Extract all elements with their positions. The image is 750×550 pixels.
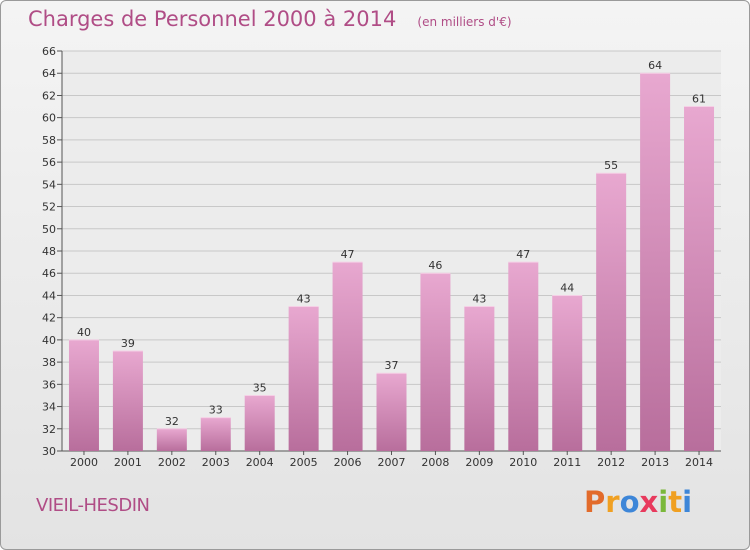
y-tick-label: 40 <box>42 334 56 347</box>
x-tick-label: 2003 <box>202 456 230 469</box>
logo-letter: x <box>639 485 659 519</box>
chart-title: Charges de Personnel 2000 à 2014 <box>28 7 397 31</box>
y-tick-label: 58 <box>42 134 56 147</box>
y-tick-label: 60 <box>42 112 56 125</box>
bar <box>156 428 187 451</box>
y-tick-label: 52 <box>42 201 56 214</box>
x-tick-label: 2009 <box>465 456 493 469</box>
data-label: 61 <box>692 93 706 106</box>
labels: 30 32 34 36 38 40 42 44 46 48 50 52 54 56 58 60 62 64 66 40… <box>42 45 713 469</box>
y-tick-label: 32 <box>42 423 56 436</box>
bar <box>68 339 99 451</box>
logo-letter: r <box>605 485 620 519</box>
data-label: 40 <box>77 326 91 339</box>
data-label: 32 <box>165 415 179 428</box>
data-label: 47 <box>341 248 355 261</box>
data-label: 39 <box>121 337 135 350</box>
bar <box>684 106 715 452</box>
x-tick-label: 2012 <box>597 456 625 469</box>
x-tick-label: 2008 <box>421 456 449 469</box>
logo-letter: i <box>682 485 693 519</box>
x-tick-label: 2000 <box>70 456 98 469</box>
y-tick-label: 36 <box>42 378 56 391</box>
bar <box>112 351 143 451</box>
bar <box>596 173 627 451</box>
data-label: 46 <box>428 259 442 272</box>
x-tick-label: 2002 <box>158 456 186 469</box>
data-label: 64 <box>648 59 662 72</box>
logo-letter: o <box>619 485 640 519</box>
y-tick-label: 38 <box>42 356 56 369</box>
x-tick-label: 2001 <box>114 456 142 469</box>
x-tick-label: 2006 <box>334 456 362 469</box>
data-label: 55 <box>604 159 618 172</box>
y-tick-label: 44 <box>42 289 56 302</box>
title-row: Charges de Personnel 2000 à 2014 (en mil… <box>28 7 512 31</box>
data-label: 35 <box>253 381 267 394</box>
logo-letter: i <box>658 485 669 519</box>
bar <box>464 306 495 451</box>
y-tick-label: 54 <box>42 178 56 191</box>
bar <box>332 262 363 451</box>
bar <box>640 73 671 451</box>
bar <box>552 295 583 451</box>
logo-letter: t <box>668 485 683 519</box>
y-tick-label: 30 <box>42 445 56 458</box>
location-label: VIEIL-HESDIN <box>36 495 150 516</box>
data-label: 44 <box>560 281 574 294</box>
y-tick-label: 62 <box>42 89 56 102</box>
bars <box>68 72 715 452</box>
bar <box>420 273 451 451</box>
x-tick-label: 2013 <box>641 456 669 469</box>
x-tick-label: 2010 <box>509 456 537 469</box>
data-label: 47 <box>516 248 530 261</box>
x-tick-label: 2007 <box>378 456 406 469</box>
x-tick-label: 2011 <box>553 456 581 469</box>
y-tick-label: 66 <box>42 45 56 58</box>
data-label: 33 <box>209 404 223 417</box>
chart-subtitle: (en milliers d'€) <box>417 15 512 29</box>
data-label: 37 <box>385 359 399 372</box>
y-tick-label: 64 <box>42 67 56 80</box>
x-tick-label: 2005 <box>290 456 318 469</box>
bar <box>200 417 231 451</box>
y-tick-label: 34 <box>42 401 56 414</box>
y-tick-label: 46 <box>42 267 56 280</box>
x-tick-label: 2014 <box>685 456 713 469</box>
logo-letter: P <box>584 485 606 519</box>
bar <box>288 306 319 451</box>
y-tick-label: 50 <box>42 223 56 236</box>
proxiti-logo[interactable]: Proxiti <box>584 485 692 519</box>
data-label: 43 <box>297 293 311 306</box>
y-tick-label: 48 <box>42 245 56 258</box>
bar <box>508 262 539 451</box>
bar <box>244 395 275 451</box>
data-label: 43 <box>472 293 486 306</box>
y-tick-label: 42 <box>42 312 56 325</box>
y-tick-label: 56 <box>42 156 56 169</box>
x-tick-label: 2004 <box>246 456 274 469</box>
bar <box>376 373 407 451</box>
